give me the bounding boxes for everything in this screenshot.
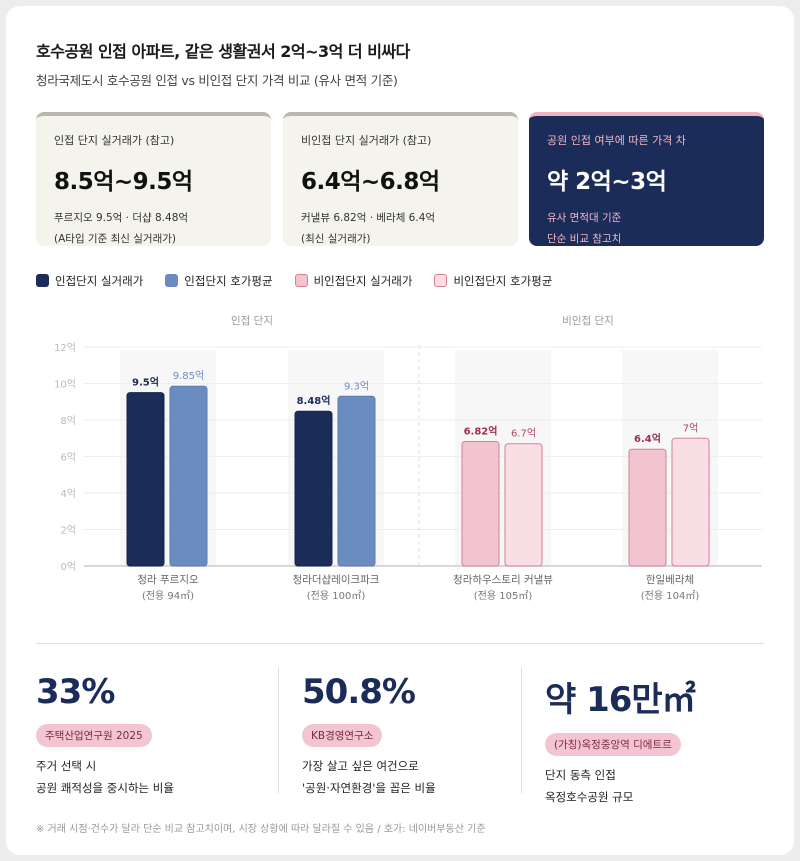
- y-tick-label: 8억: [60, 415, 76, 427]
- x-tick-label: 청라하우스토리 커낼뷰: [453, 573, 553, 586]
- source-badge: KB경영연구소: [302, 724, 383, 747]
- price-gap-card: 공원 인접 여부에 따른 가격 차 약 2억~3억 유사 면적대 기준 단순 비교…: [529, 112, 764, 246]
- data-label: 6.7억: [511, 428, 536, 440]
- divider: [36, 643, 764, 644]
- divider: [278, 668, 279, 793]
- chart-legend: 인접단지 실거래가 인접단지 호가평균 비인접단지 실거래가 비인접단지 호가평…: [36, 273, 552, 289]
- group-label: 인접 단지: [231, 315, 273, 327]
- legend-item: 비인접단지 호가평균: [434, 273, 552, 289]
- stat-park-preference: 33% 주택산업연구원 2025 주거 선택 시 공원 쾌적성을 중시하는 비율: [36, 672, 174, 795]
- y-tick-label: 10억: [54, 379, 76, 391]
- source-badge: 주택산업연구원 2025: [36, 724, 152, 747]
- data-label: 7억: [683, 422, 699, 434]
- card-value: 6.4억~6.8억: [301, 169, 440, 195]
- bar: [337, 395, 376, 567]
- card-label: 인접 단지 실거래가 (참고): [54, 134, 175, 147]
- card-label: 비인접 단지 실거래가 (참고): [301, 134, 432, 147]
- bar: [461, 441, 500, 567]
- y-tick-label: 0억: [60, 561, 76, 573]
- source-badge: (가칭)옥정중앙역 디에트르: [545, 733, 681, 756]
- card-detail: 푸르지오 9.5억 · 더샵 8.48억 (A타입 기준 최신 실거래가): [54, 212, 189, 245]
- card-label: 공원 인접 여부에 따른 가격 차: [547, 134, 686, 147]
- footnote: ※ 거래 시점·건수가 달라 단순 비교 참고치이며, 시장 상황에 따라 달라…: [36, 824, 486, 835]
- bar: [126, 392, 165, 567]
- stat-kb-survey: 50.8% KB경영연구소 가장 살고 싶은 여건으로 '공원·자연환경'을 꼽은 …: [302, 672, 436, 795]
- x-tick-label: 한일베라체: [646, 573, 694, 586]
- legend-item: 비인접단지 실거래가: [294, 273, 412, 289]
- bar: [169, 385, 208, 567]
- data-label: 9.3억: [344, 380, 369, 392]
- y-tick-label: 4억: [60, 488, 76, 500]
- data-label: 6.82억: [464, 426, 498, 438]
- x-tick-sublabel: (전용 104㎡): [641, 590, 700, 602]
- stat-park-size: 약 16만㎡ (가칭)옥정중앙역 디에트르 단지 동측 인접 옥정호수공원 규모: [545, 680, 696, 804]
- bar: [671, 437, 710, 567]
- group-label: 비인접 단지: [562, 315, 614, 327]
- card-detail: 유사 면적대 기준 단순 비교 참고치: [547, 212, 622, 245]
- data-label: 6.4억: [634, 433, 661, 445]
- bar: [504, 443, 543, 567]
- page-title: 호수공원 인접 아파트, 같은 생활권서 2억~3억 더 비싸다: [36, 42, 410, 61]
- y-tick-label: 2억: [60, 525, 76, 537]
- divider: [521, 668, 522, 793]
- y-tick-label: 12억: [54, 342, 76, 354]
- x-tick-sublabel: (전용 94㎡): [142, 590, 194, 602]
- card-value: 8.5억~9.5억: [54, 169, 193, 195]
- y-tick-label: 6억: [60, 452, 76, 464]
- non-adjacent-price-card: 비인접 단지 실거래가 (참고) 6.4억~6.8억 커낼뷰 6.82억 · 베…: [283, 112, 518, 246]
- bar: [628, 448, 667, 567]
- x-tick-label: 청라더샵레이크파크: [293, 574, 380, 586]
- legend-item: 인접단지 호가평균: [165, 273, 273, 289]
- legend-item: 인접단지 실거래가: [36, 273, 143, 289]
- bar: [294, 410, 333, 567]
- x-tick-sublabel: (전용 105㎡): [474, 590, 533, 602]
- card-detail: 커낼뷰 6.82억 · 베라체 6.4억 (최신 실거래가): [301, 212, 436, 245]
- card-value: 약 2억~3억: [547, 169, 667, 195]
- adjacent-price-card: 인접 단지 실거래가 (참고) 8.5억~9.5억 푸르지오 9.5억 · 더샵…: [36, 112, 271, 246]
- subtitle: 청라국제도시 호수공원 인접 vs 비인접 단지 가격 비교 (유사 면적 기준…: [36, 73, 398, 88]
- x-tick-label: 청라 푸르지오: [137, 574, 199, 586]
- data-label: 9.85억: [173, 370, 204, 382]
- data-label: 9.5억: [132, 377, 159, 389]
- x-tick-sublabel: (전용 100㎡): [307, 590, 366, 602]
- data-label: 8.48억: [297, 395, 331, 407]
